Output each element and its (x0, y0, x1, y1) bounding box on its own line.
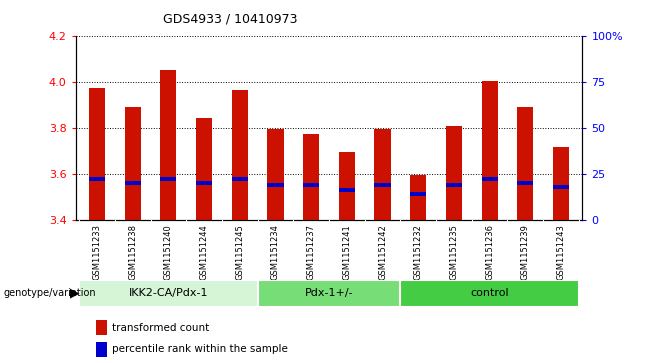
Text: Pdx-1+/-: Pdx-1+/- (305, 288, 353, 298)
Text: GDS4933 / 10410973: GDS4933 / 10410973 (163, 13, 297, 26)
Bar (89, 177, 105, 182)
Bar (410, 175, 426, 220)
Text: control: control (470, 288, 509, 298)
Bar (258, 280, 400, 307)
Bar (553, 184, 569, 189)
Bar (517, 107, 533, 220)
Bar (374, 129, 391, 220)
Bar (196, 118, 212, 220)
Bar (446, 183, 462, 187)
Text: ▶: ▶ (70, 287, 80, 299)
Text: genotype/variation: genotype/variation (3, 288, 96, 298)
Text: GSM1151244: GSM1151244 (199, 224, 209, 280)
Text: GSM1151235: GSM1151235 (449, 224, 459, 280)
Text: GSM1151233: GSM1151233 (93, 224, 101, 280)
Bar (232, 177, 248, 182)
Text: IKK2-CA/Pdx-1: IKK2-CA/Pdx-1 (129, 288, 208, 298)
Text: GSM1151234: GSM1151234 (271, 224, 280, 280)
Text: GSM1151232: GSM1151232 (414, 224, 422, 280)
Text: percentile rank within the sample: percentile rank within the sample (112, 344, 288, 354)
Text: GSM1151241: GSM1151241 (342, 224, 351, 280)
Bar (232, 90, 248, 220)
Bar (517, 181, 533, 185)
Bar (446, 126, 462, 220)
Text: GSM1151243: GSM1151243 (557, 224, 565, 280)
Bar (125, 107, 141, 220)
Text: GSM1151239: GSM1151239 (520, 224, 530, 280)
Bar (161, 70, 176, 220)
Bar (410, 192, 426, 196)
Bar (339, 188, 355, 192)
Bar (89, 88, 105, 220)
Bar (96, 342, 107, 357)
Bar (161, 177, 176, 182)
Text: GSM1151238: GSM1151238 (128, 224, 138, 280)
Bar (400, 280, 579, 307)
Bar (267, 183, 284, 187)
Bar (482, 81, 497, 220)
Bar (79, 280, 258, 307)
Text: transformed count: transformed count (112, 323, 209, 333)
Bar (553, 147, 569, 220)
Text: GSM1151242: GSM1151242 (378, 224, 387, 280)
Text: GSM1151240: GSM1151240 (164, 224, 173, 280)
Text: GSM1151236: GSM1151236 (485, 224, 494, 280)
Bar (482, 177, 497, 182)
Bar (303, 134, 319, 220)
Text: GSM1151237: GSM1151237 (307, 224, 316, 280)
Bar (196, 181, 212, 185)
Text: GSM1151245: GSM1151245 (236, 224, 244, 280)
Bar (339, 152, 355, 220)
Bar (374, 183, 391, 187)
Bar (303, 183, 319, 187)
Bar (267, 129, 284, 220)
Bar (125, 181, 141, 185)
Bar (96, 320, 107, 335)
